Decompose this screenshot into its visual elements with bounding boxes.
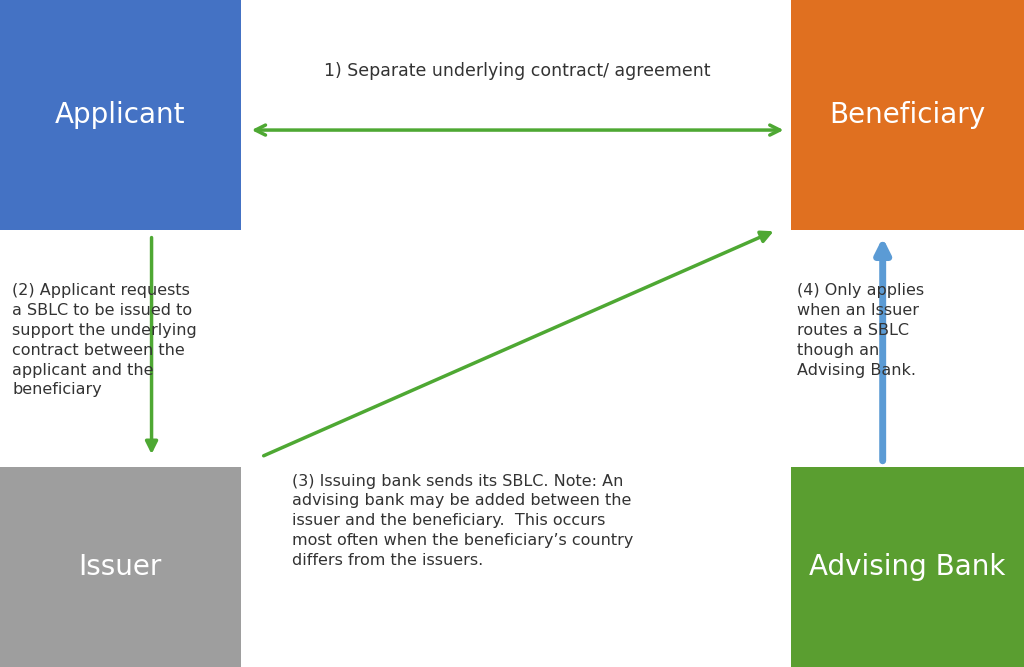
Text: Issuer: Issuer bbox=[79, 553, 162, 581]
FancyArrowPatch shape bbox=[256, 125, 779, 135]
Text: Beneficiary: Beneficiary bbox=[829, 101, 985, 129]
Bar bbox=[791, 0, 1024, 230]
Text: (3) Issuing bank sends its SBLC. Note: An
advising bank may be added between the: (3) Issuing bank sends its SBLC. Note: A… bbox=[292, 474, 633, 568]
Bar bbox=[0, 0, 241, 230]
FancyArrowPatch shape bbox=[146, 237, 157, 450]
Bar bbox=[791, 467, 1024, 667]
FancyArrowPatch shape bbox=[877, 245, 889, 461]
Text: Applicant: Applicant bbox=[55, 101, 185, 129]
FancyArrowPatch shape bbox=[263, 232, 770, 456]
Text: (2) Applicant requests
a SBLC to be issued to
support the underlying
contract be: (2) Applicant requests a SBLC to be issu… bbox=[12, 283, 197, 398]
Text: 1) Separate underlying contract/ agreement: 1) Separate underlying contract/ agreeme… bbox=[324, 62, 711, 80]
Text: Advising Bank: Advising Bank bbox=[809, 553, 1006, 581]
Text: (4) Only applies
when an Issuer
routes a SBLC
though an
Advising Bank.: (4) Only applies when an Issuer routes a… bbox=[797, 283, 924, 378]
Bar bbox=[0, 467, 241, 667]
